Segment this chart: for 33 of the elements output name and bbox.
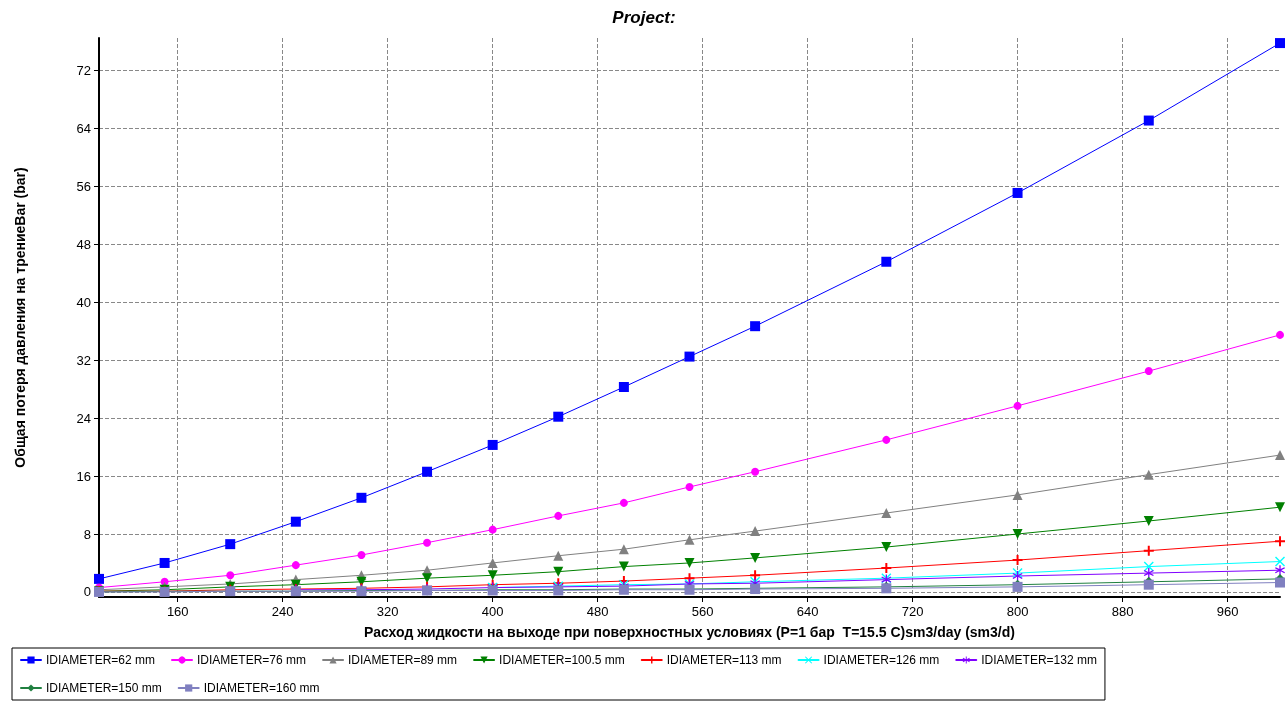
y-tick-label: 40 xyxy=(76,294,91,310)
x-tick-label: 960 xyxy=(1216,604,1239,619)
x-tick-label: 480 xyxy=(586,604,609,619)
legend-label: IDIAMETER=89 mm xyxy=(348,653,458,667)
y-axis-title: Общая потеря давления на трениеBar (bar) xyxy=(12,167,28,468)
legend-label: IDIAMETER=76 mm xyxy=(197,653,307,667)
y-tick-label: 0 xyxy=(83,584,91,600)
y-tick-label: 24 xyxy=(76,410,91,426)
y-tick-label: 72 xyxy=(76,63,91,79)
x-tick-label: 800 xyxy=(1006,604,1029,619)
legend-label: IDIAMETER=100.5 mm xyxy=(499,653,625,667)
legend-label: IDIAMETER=132 mm xyxy=(981,653,1097,667)
x-tick-label: 880 xyxy=(1111,604,1134,619)
x-tick-label: 720 xyxy=(901,604,924,619)
x-tick-label: 640 xyxy=(796,604,819,619)
y-tick-label: 64 xyxy=(76,121,91,137)
legend-label: IDIAMETER=113 mm xyxy=(666,653,782,667)
x-tick-label: 160 xyxy=(166,604,189,619)
legend-label: IDIAMETER=160 mm xyxy=(203,681,320,695)
x-tick-label: 320 xyxy=(376,604,399,619)
legend-label: IDIAMETER=150 mm xyxy=(46,681,162,695)
legend-label: IDIAMETER=62 mm xyxy=(46,653,156,667)
x-axis-title: Расход жидкости на выходе при поверхностных условиях (P=1 бар T=15.5 C)sm3/day (sm3/d) xyxy=(364,624,1015,640)
chart-title: Project: xyxy=(612,8,676,27)
legend-label: IDIAMETER=126 mm xyxy=(823,653,940,667)
y-tick-label: 56 xyxy=(76,178,91,194)
y-tick-label: 32 xyxy=(76,352,91,368)
y-tick-label: 48 xyxy=(76,236,91,252)
y-tick-label: 8 xyxy=(83,526,91,542)
x-tick-label: 400 xyxy=(481,604,504,619)
x-tick-label: 240 xyxy=(271,604,294,619)
y-tick-label: 16 xyxy=(76,468,91,484)
x-tick-label: 560 xyxy=(691,604,714,619)
